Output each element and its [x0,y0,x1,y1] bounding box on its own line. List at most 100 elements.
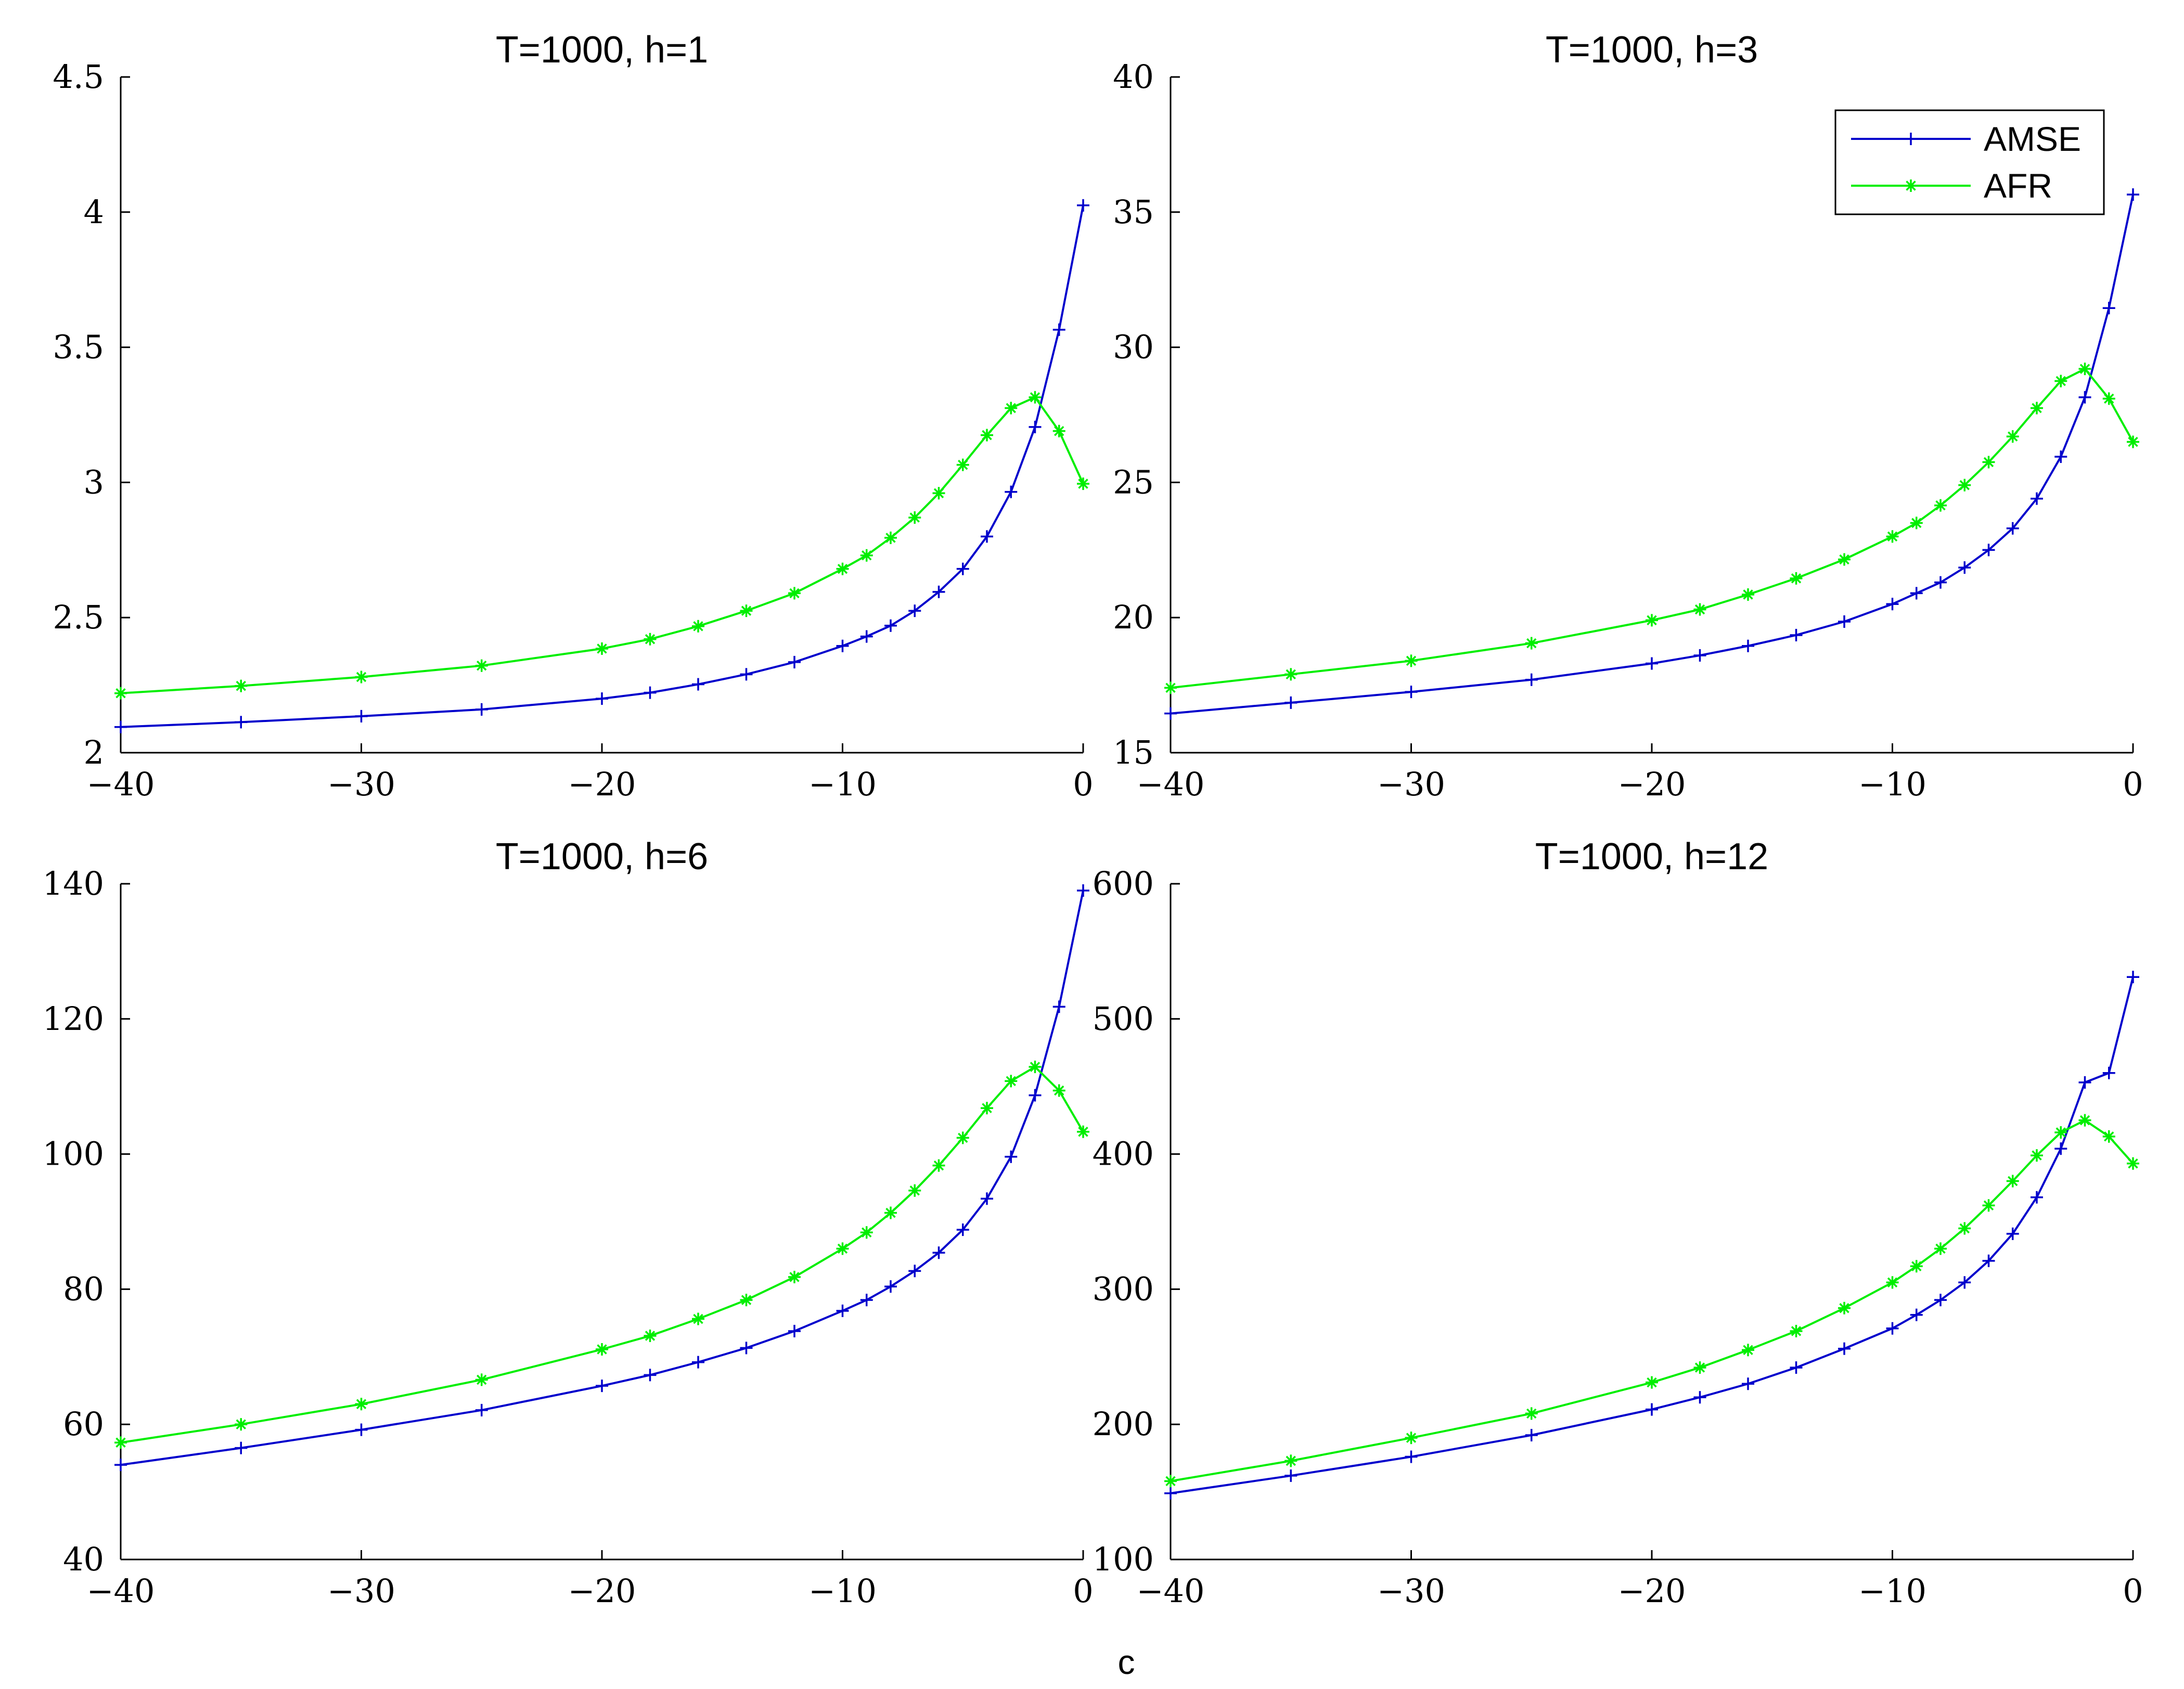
amse-marker [884,1280,897,1293]
x-tick-label: −20 [568,1572,636,1610]
y-tick-label: 100 [1093,1540,1154,1578]
amse-marker [1284,1469,1297,1482]
afr-marker [1405,654,1418,667]
afr-marker [1052,1084,1065,1097]
afr-marker [1934,1242,1947,1255]
amse-marker [908,1265,921,1278]
amse-marker [644,1369,657,1382]
marker-stroke [933,1160,944,1171]
afr-marker [981,1102,993,1115]
marker-stroke [789,1272,800,1282]
marker-stroke [741,605,752,616]
x-tick-label: −40 [87,765,155,803]
amse-marker [1886,598,1899,611]
marker-stroke [2128,1158,2138,1169]
afr-marker [908,1184,921,1197]
marker-stroke [2055,376,2066,386]
amse-marker [932,585,945,598]
afr-marker [114,687,127,700]
afr-marker [1164,681,1177,694]
marker-stroke [885,533,896,543]
amse-marker [981,1192,993,1205]
marker-stroke [1694,1362,1705,1373]
y-tick-label: 3 [84,463,104,501]
x-tick-label: −30 [327,765,395,803]
marker-stroke [885,1207,896,1218]
amse-line [1170,194,2134,715]
amse-marker [1525,673,1538,686]
afr-marker [1164,1475,1177,1488]
x-tick-label: −40 [1137,1572,1205,1610]
amse-marker [2031,492,2043,505]
afr-marker [1982,456,1995,469]
y-tick-label: 120 [43,1000,104,1038]
legend-afr-marker [1906,180,1916,191]
amse-marker [836,639,849,652]
marker-stroke [1054,1085,1064,1096]
afr-marker [788,1271,801,1284]
amse-marker [2127,188,2139,201]
marker-stroke [1286,1455,1296,1466]
marker-stroke [1959,480,1970,491]
afr-marker [1958,479,1971,492]
marker-stroke [2104,393,2114,404]
marker-stroke [1887,1277,1898,1288]
x-tick-label: −30 [1377,1572,1445,1610]
afr-marker [1284,668,1297,681]
afr-marker [2031,1149,2043,1162]
marker-stroke [1165,682,1176,693]
afr-marker [1693,1361,1706,1374]
amse-marker [1838,615,1851,628]
x-tick-label: −10 [1858,1572,1926,1610]
marker-stroke [1006,1076,1016,1087]
amse-marker [1982,1254,1995,1267]
chart-title: T=1000, h=1 [496,29,708,71]
legend-box [1834,109,2105,215]
marker-stroke [1078,1127,1088,1137]
afr-marker [235,1418,248,1431]
afr-marker [1838,1301,1851,1314]
afr-marker [355,671,368,684]
marker-stroke [1406,655,1417,666]
marker-stroke [862,1227,872,1238]
amse-marker [1029,420,1042,433]
amse-marker [2078,391,2091,404]
amse-marker [2054,1142,2067,1155]
afr-marker [884,531,897,544]
marker-stroke [645,1331,656,1341]
afr-marker [932,1159,945,1172]
marker-stroke [1030,392,1040,403]
afr-marker [908,511,921,524]
marker-stroke [1839,554,1849,565]
amse-marker [1958,1276,1971,1289]
y-tick-label: 400 [1093,1135,1154,1173]
afr-marker [596,642,608,655]
amse-marker [2102,1066,2115,1079]
marker-stroke [982,1103,992,1113]
marker-stroke [1743,1345,1753,1356]
amse-marker [884,619,897,632]
marker-stroke [356,672,367,682]
afr-marker [1886,530,1899,543]
amse-marker [1164,1487,1177,1500]
amse-marker [475,703,488,716]
y-tick-label: 500 [1093,1000,1154,1038]
y-tick-label: 2 [84,733,104,771]
marker-stroke [1983,1200,1994,1211]
legend-afr-label: AFR [1984,166,2052,205]
marker-stroke [356,1399,367,1409]
y-tick-label: 600 [1093,865,1154,902]
marker-stroke [597,643,607,654]
amse-marker [692,1356,704,1369]
amse-marker [1790,628,1803,641]
amse-marker [1405,1450,1418,1463]
afr-marker [1910,1260,1923,1273]
afr-marker [1742,1344,1754,1357]
marker-stroke [1526,638,1537,649]
amse-marker [1934,1294,1947,1307]
afr-marker [1742,588,1754,601]
amse-marker [932,1246,945,1259]
marker-stroke [1887,531,1898,542]
afr-marker [2127,1157,2139,1170]
afr-marker [981,429,993,442]
